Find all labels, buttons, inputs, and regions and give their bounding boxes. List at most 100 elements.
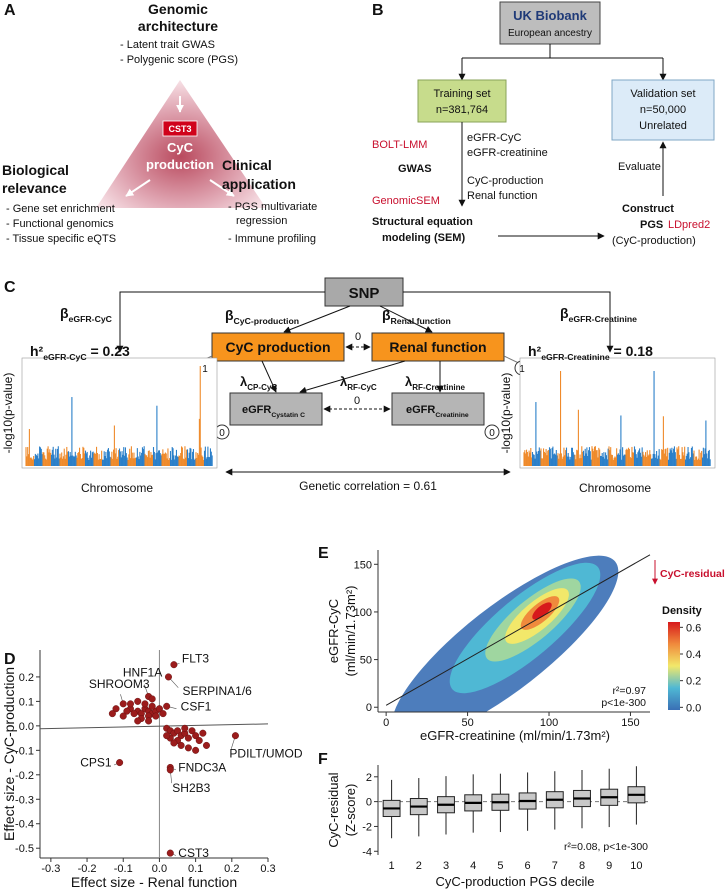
point [166,849,174,857]
point-label: HNF1A [123,665,162,679]
loading-label: λRF-CyC [340,374,377,392]
x-tick-label: -0.2 [78,863,97,875]
triangle [96,80,266,208]
loading-label-sub: CP-CyC [247,383,277,392]
x-tick-label: -0.1 [114,863,133,875]
heritability-label: h²eGFR-Creatinine = 0.18 [528,343,653,362]
center-label: CyC [167,140,194,155]
y-tick-label: 2 [366,772,372,784]
fit-line [39,723,269,730]
step-text: Evaluate [618,161,661,173]
point [181,724,189,732]
point [166,766,174,774]
x-tick-label: 5 [497,860,503,872]
section-title: Genomic [148,1,208,17]
point-label: FNDC3A [178,760,226,774]
arrow [379,305,433,333]
panel-label: A [4,2,16,19]
colorbar-tick-label: 0.4 [686,649,701,661]
section-item: - Tissue specific eQTS [6,233,116,245]
y-tick-label: -0.4 [15,819,34,831]
section-item: - Immune profiling [228,233,316,245]
outcome-label-main: eGFR [242,404,271,416]
box-text: n=50,000 [640,104,686,116]
point [192,746,200,754]
connector [462,44,663,59]
path-label-sub: eGFR-Creatinine [569,314,638,324]
loading-label-main: λ [240,374,248,389]
outcome-label: eGFRCreatinine [406,404,469,419]
stat-label: r²=0.08, p<1e-300 [564,841,648,853]
y-axis-title: -log10(p-value) [499,373,513,454]
heritability-label-sub: eGFR-CyC [43,352,87,362]
x-tick-label: -0.3 [41,863,60,875]
y-tick-label: 0.0 [19,721,34,733]
x-axis-title: CyC-production PGS decile [436,874,595,889]
y-tick-label: -0.2 [15,770,34,782]
section-title: Clinical [222,157,272,173]
loading-label: λCP-CyC [240,374,277,392]
path-label: βeGFR-CyC [60,305,113,324]
circle-label: 1 [202,364,208,375]
path-label: βeGFR-Creatinine [560,305,637,324]
point [202,741,210,749]
section-title: relevance [2,180,67,196]
factor-label: CyC production [226,339,331,355]
heritability-label: h²eGFR-CyC = 0.23 [30,343,130,362]
colorbar [668,622,680,710]
outcome-label-sub: Creatinine [435,412,469,419]
path-label-sub: Renal function [391,316,451,326]
section-title: architecture [138,18,218,34]
point [231,732,239,740]
x-tick-label: 50 [461,717,473,729]
y-tick-label: 0 [366,702,372,714]
point [192,732,200,740]
path-label: βCyC-production [225,307,299,326]
point [116,759,124,767]
point [134,717,142,725]
x-axis-title: Effect size - Renal function [71,874,237,890]
colorbar-tick-label: 0.2 [686,676,701,688]
factor-box [371,332,505,362]
gene-box [162,120,198,137]
tool-label: BOLT-LMM [372,139,427,151]
loading-label-main: λ [405,374,413,389]
x-tick-label: 0.3 [260,863,275,875]
loading-label-sub: RF-CyC [347,383,377,392]
arrow [125,179,151,197]
colorbar-tick-label: 0.6 [686,622,701,634]
loading-label-sub: RF-Creatinine [412,383,465,392]
section-item: - PGS multivariate [228,201,317,213]
stat-label: r²=0.97 [612,685,646,697]
section-title: application [222,176,296,192]
point [184,734,192,742]
x-tick-label: 100 [540,717,558,729]
gene-label: CST3 [168,124,191,134]
path-label-main: β [560,305,569,321]
outcome-label: eGFRCystatin C [242,404,305,419]
step-title: PGS [640,219,663,231]
point [130,710,138,718]
y-tick-label: 0.1 [19,696,34,708]
point [155,705,163,713]
x-tick-label: 1 [389,860,395,872]
point [170,739,178,747]
x-axis-title: Chromosome [579,481,651,495]
point [170,661,178,669]
panel-label: D [4,651,16,668]
section-title: Biological [2,162,69,178]
point [123,707,131,715]
stat-label: p<1e-300 [601,697,646,709]
fit-line [385,554,651,706]
outcome-label-sub: Cystatin C [271,412,305,419]
x-tick-label: 0 [383,717,389,729]
arrow [209,179,235,197]
x-tick-label: 150 [621,717,639,729]
path-label-main: β [225,307,234,323]
fixed-label: 0 [355,331,361,343]
box-title: UK Biobank [513,8,587,23]
point [112,705,120,713]
point-label: SHROOM3 [89,677,150,691]
point [145,717,153,725]
